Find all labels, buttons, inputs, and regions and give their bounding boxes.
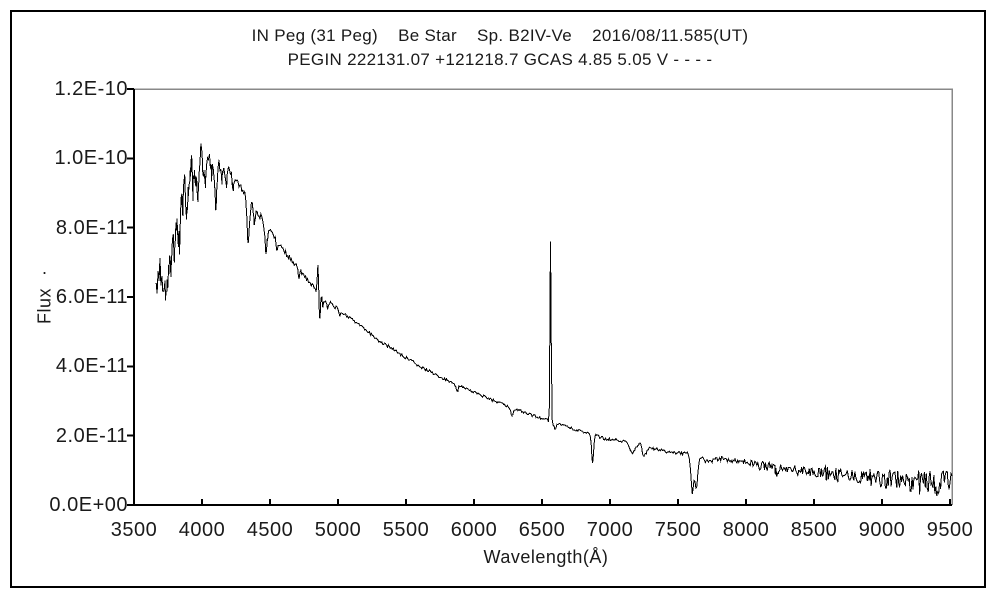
y-axis-title: Flux [34,287,55,325]
y-tick-label: 1.0E-10 [54,147,128,170]
y-tick-label: 4.0E-11 [55,355,128,378]
spectrum-line [155,143,953,496]
image-border [10,10,986,588]
x-tick-label: 8500 [790,519,838,541]
x-tick-label: 7500 [654,519,702,541]
flux-axis-dot-mark: . [42,258,48,278]
x-axis-title: Wavelength(Å) [483,547,609,567]
y-tick-label: 8.0E-11 [55,216,128,239]
x-tick-label: 6500 [518,519,566,541]
x-tick-label: 3500 [110,519,158,541]
chart-title: IN Peg (31 Peg) Be Star Sp. B2IV-Ve 2016… [251,26,749,45]
y-tick-label: 6.0E-11 [55,286,128,308]
x-tick-label: 6000 [450,519,498,541]
plot-frame [134,88,953,505]
x-tick-label: 4000 [178,519,226,541]
y-tick-label: 1.2E-10 [54,78,128,100]
x-tick-label: 7000 [586,519,634,541]
x-tick-label: 5500 [382,519,430,541]
x-tick-label: 8000 [722,519,770,541]
x-tick-label: 9000 [858,519,906,541]
x-tick-label: 9500 [926,519,974,541]
axes [133,89,952,506]
x-tick-label: 4500 [246,519,294,541]
x-tick-label: 5000 [314,519,362,541]
y-tick-label: 0.0E+00 [49,494,128,516]
chart-subtitle: PEGIN 222131.07 +121218.7 GCAS 4.85 5.05… [287,50,713,69]
y-tick-label: 2.0E-11 [55,424,128,447]
